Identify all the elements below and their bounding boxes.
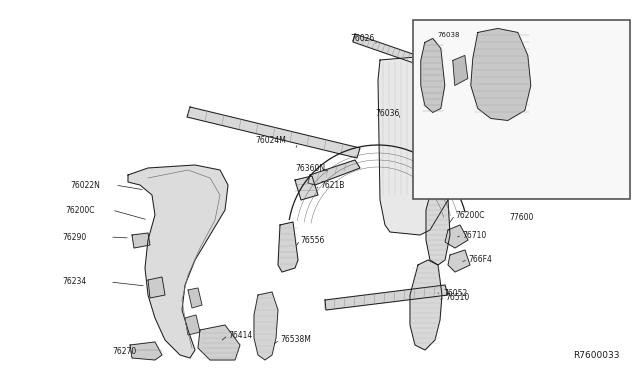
Polygon shape (130, 342, 162, 360)
Polygon shape (188, 288, 202, 308)
Polygon shape (278, 222, 298, 272)
Text: 76510: 76510 (445, 294, 469, 302)
Polygon shape (128, 165, 228, 358)
Text: 76290: 76290 (62, 232, 86, 241)
Polygon shape (308, 160, 360, 185)
Text: 76036: 76036 (375, 109, 399, 118)
Text: 76556: 76556 (300, 235, 324, 244)
Text: 766F4: 766F4 (468, 256, 492, 264)
Text: 76024M: 76024M (255, 135, 286, 144)
Text: 76200C: 76200C (455, 211, 484, 219)
Polygon shape (452, 55, 468, 86)
Polygon shape (198, 325, 240, 360)
Text: R7600033: R7600033 (573, 351, 620, 360)
Polygon shape (426, 192, 450, 265)
Text: 76026: 76026 (350, 33, 374, 42)
Polygon shape (148, 277, 165, 298)
Polygon shape (254, 292, 278, 360)
Polygon shape (185, 315, 200, 335)
Polygon shape (353, 34, 430, 68)
Text: 76414: 76414 (228, 330, 252, 340)
Polygon shape (295, 176, 318, 200)
Polygon shape (132, 233, 150, 248)
Text: 76710: 76710 (462, 231, 486, 240)
Polygon shape (410, 260, 442, 350)
Text: 7621B: 7621B (320, 180, 344, 189)
Text: 76052: 76052 (443, 289, 467, 298)
Text: 76038: 76038 (438, 32, 460, 38)
Polygon shape (445, 225, 468, 248)
Text: 76270: 76270 (112, 347, 136, 356)
Text: 77600: 77600 (509, 212, 534, 221)
Polygon shape (325, 285, 448, 310)
Polygon shape (378, 55, 452, 235)
Polygon shape (421, 38, 445, 112)
Text: 76360N: 76360N (295, 164, 325, 173)
Text: 76234: 76234 (62, 278, 86, 286)
Text: 76200C: 76200C (65, 205, 95, 215)
Polygon shape (187, 107, 360, 158)
Polygon shape (471, 29, 531, 121)
Bar (413, 20, 630, 199)
Polygon shape (448, 250, 470, 272)
Text: 76538M: 76538M (280, 336, 311, 344)
Text: 76022N: 76022N (70, 180, 100, 189)
